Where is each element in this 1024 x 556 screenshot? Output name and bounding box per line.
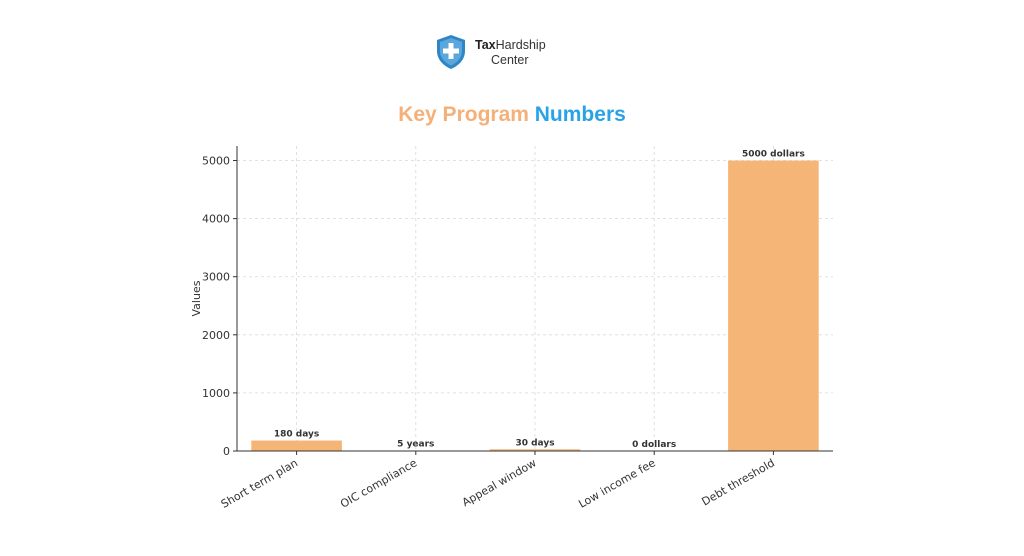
bar <box>489 449 581 451</box>
y-tick-label: 5000 <box>202 155 230 168</box>
brand-logo: TaxHardship Center <box>435 34 555 72</box>
y-tick-label: 4000 <box>202 213 230 226</box>
data-label: 5000 dollars <box>742 150 805 160</box>
brand-name-line2: Center <box>491 53 529 67</box>
bar <box>728 160 819 451</box>
data-label: 30 days <box>515 438 554 448</box>
y-tick-label: 0 <box>223 445 230 458</box>
x-tick-label: Appeal window <box>460 456 539 509</box>
x-tick-label: Low income fee <box>576 456 657 511</box>
bar <box>251 440 342 451</box>
chart-title-part2: Numbers <box>534 103 626 126</box>
brand-name-bold: Tax <box>475 38 496 52</box>
brand-name-rest: Hardship <box>495 38 546 52</box>
data-label: 5 years <box>397 440 434 450</box>
x-tick-label: OIC compliance <box>338 456 419 510</box>
y-tick-label: 3000 <box>202 271 230 284</box>
shield-cross-icon <box>437 35 465 69</box>
x-tick-label: Debt threshold <box>700 456 777 508</box>
data-label: 180 days <box>274 430 319 440</box>
brand-name: TaxHardship <box>475 38 585 53</box>
x-tick-label: Short term plan <box>219 456 300 510</box>
data-label: 0 dollars <box>632 440 676 450</box>
y-axis-label: Values <box>190 280 203 316</box>
y-tick-label: 1000 <box>202 387 230 400</box>
y-tick-label: 2000 <box>202 329 230 342</box>
chart-title-part1: Key Program <box>398 103 529 126</box>
chart-title: Key Program Numbers <box>0 103 1024 127</box>
